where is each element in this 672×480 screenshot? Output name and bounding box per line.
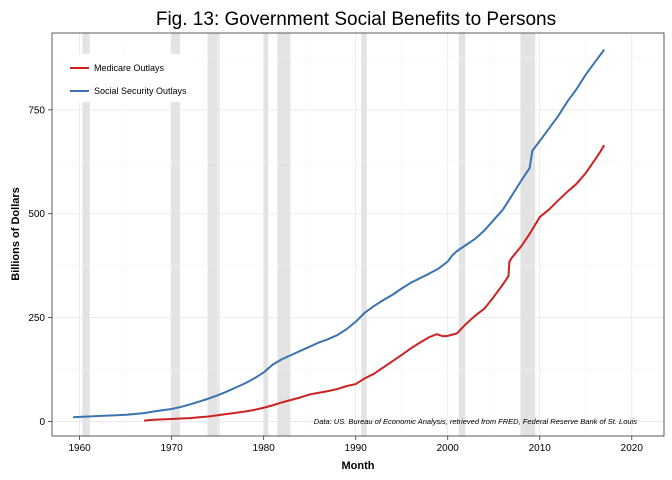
x-tick-label: 2010 bbox=[529, 443, 552, 454]
y-tick-label: 500 bbox=[28, 209, 45, 220]
series-lines bbox=[73, 49, 606, 422]
plot-border bbox=[51, 32, 665, 437]
series-line-medicare-outlays bbox=[143, 144, 606, 422]
source-note: Data: US. Bureau of Economic Analysis, r… bbox=[314, 417, 637, 426]
series-line-social-security-outlays bbox=[73, 49, 605, 419]
legend-box bbox=[62, 54, 194, 102]
recession-band-3 bbox=[263, 33, 269, 436]
recession-band-1 bbox=[170, 33, 180, 436]
y-tick-label: 250 bbox=[28, 313, 45, 324]
y-tick-label: 750 bbox=[28, 105, 45, 116]
x-axis-label: Month bbox=[342, 460, 375, 472]
x-axis: 1960 1970 1980 1990 2000 2010 2020 bbox=[68, 436, 643, 454]
y-axis: 0 250 500 750 bbox=[28, 105, 52, 428]
recession-band-5 bbox=[361, 33, 367, 436]
recession-band-0 bbox=[82, 33, 90, 436]
y-axis-label: Billions of Dollars bbox=[10, 187, 22, 281]
x-tick-label: 1970 bbox=[161, 443, 184, 454]
legend-label-medicare-outlays: Medicare Outlays bbox=[94, 63, 165, 73]
recession-band-4 bbox=[277, 33, 291, 436]
recession-bands bbox=[82, 33, 536, 436]
x-tick-label: 1960 bbox=[68, 443, 91, 454]
y-tick-label: 0 bbox=[39, 417, 45, 428]
chart-title: Fig. 13: Government Social Benefits to P… bbox=[156, 9, 556, 30]
recession-band-7 bbox=[520, 33, 536, 436]
recession-band-2 bbox=[207, 33, 220, 436]
recession-band-6 bbox=[458, 33, 466, 436]
x-tick-label: 2020 bbox=[621, 443, 644, 454]
x-tick-label: 1990 bbox=[345, 443, 368, 454]
x-tick-label: 1980 bbox=[253, 443, 276, 454]
x-tick-label: 2000 bbox=[437, 443, 460, 454]
legend-label-social-security-outlays: Social Security Outlays bbox=[94, 86, 187, 96]
legend: Medicare Outlays Social Security Outlays bbox=[62, 54, 194, 102]
